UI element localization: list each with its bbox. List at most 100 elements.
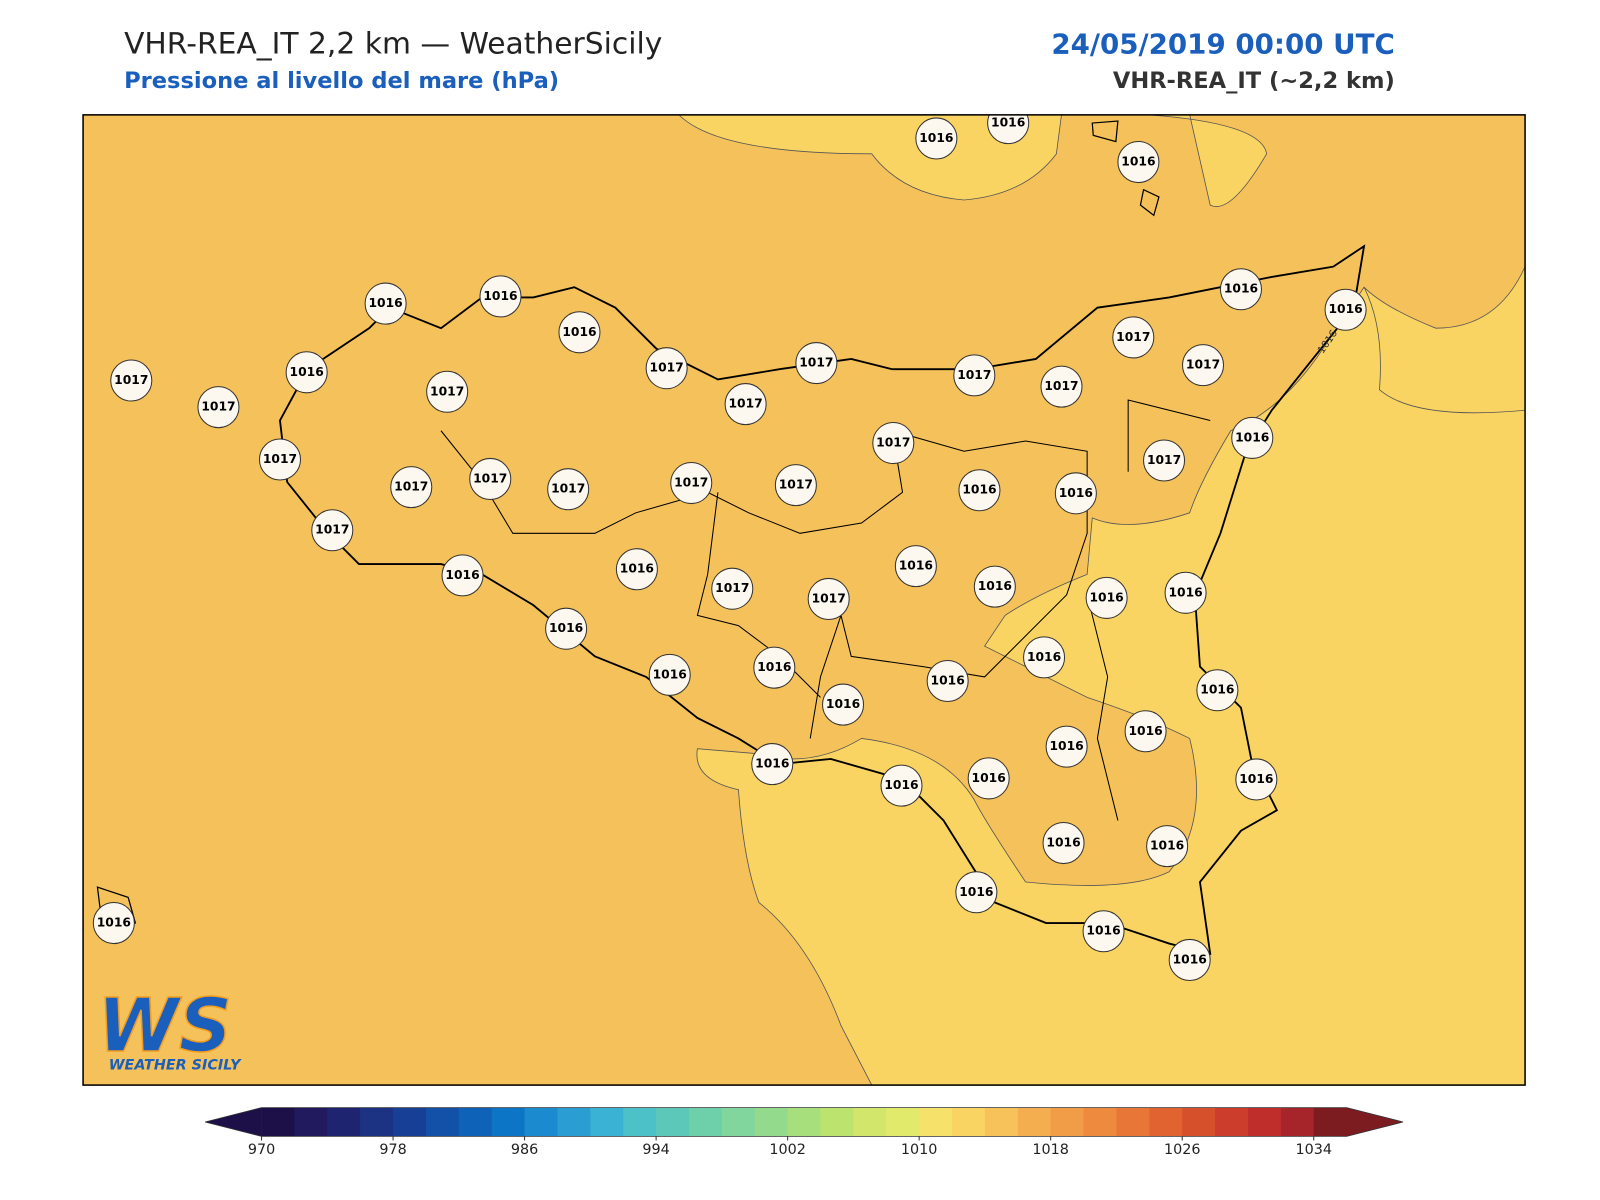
- station: 1016: [1164, 571, 1207, 614]
- station-value: 1016: [653, 667, 687, 681]
- station: 1017: [645, 347, 688, 390]
- colorbar-segment: [327, 1107, 361, 1137]
- colorbar-segment: [557, 1107, 591, 1137]
- station: 1016: [1085, 576, 1128, 619]
- station-marker: [915, 117, 958, 160]
- station: 1017: [795, 342, 838, 385]
- colorbar-segment: [1083, 1107, 1117, 1137]
- station-value: 1017: [812, 591, 846, 605]
- colorbar-segment: [1247, 1107, 1282, 1137]
- station-marker: [670, 462, 713, 505]
- station-marker: [1023, 636, 1066, 679]
- colorbar-outline: [205, 1107, 1404, 1137]
- station: 1016: [615, 548, 658, 591]
- station-value: 1016: [290, 365, 324, 379]
- station: 1017: [711, 567, 754, 610]
- province-borders: [440, 399, 1211, 821]
- colorbar-segment: [721, 1107, 756, 1137]
- model: VHR-REA_IT (~2,2 km): [1113, 68, 1395, 94]
- colorbar-segment: [623, 1107, 657, 1137]
- station-value: 1016: [369, 296, 403, 310]
- colorbar-segment: [360, 1107, 394, 1137]
- station-value: 1017: [394, 480, 428, 494]
- station-marker: [469, 457, 512, 500]
- colorbar-extend-high: [1346, 1107, 1404, 1137]
- station-value: 1016: [899, 559, 933, 573]
- station-value: 1016: [562, 325, 596, 339]
- station-value: 1016: [919, 131, 953, 145]
- station-marker: [197, 386, 240, 429]
- station-value: 1016: [962, 483, 996, 497]
- coastline: [279, 244, 1366, 956]
- station-value: 1016: [1121, 155, 1155, 169]
- station: 1016: [364, 282, 407, 325]
- station-marker: [926, 659, 969, 703]
- station-value: 1017: [201, 400, 235, 414]
- station-marker: [973, 565, 1016, 608]
- station-value: 1017: [114, 373, 148, 387]
- station-value: 1016: [1086, 924, 1120, 938]
- station-marker: [1112, 316, 1155, 359]
- colorbar-segment: [524, 1107, 558, 1137]
- station-marker: [1124, 710, 1167, 753]
- station-marker: [1235, 758, 1278, 801]
- station-marker: [1231, 416, 1274, 459]
- station-value: 1016: [1050, 739, 1084, 753]
- zone-light: [678, 114, 1062, 201]
- station-value: 1017: [263, 452, 297, 466]
- colorbar-segment: [425, 1107, 460, 1137]
- station-marker: [1164, 571, 1207, 614]
- station-value: 1016: [826, 697, 860, 711]
- colorbar-segment: [919, 1107, 953, 1137]
- station-marker: [1196, 669, 1239, 712]
- station: 1017: [1040, 365, 1083, 408]
- station-marker: [545, 607, 588, 650]
- station-marker: [1117, 141, 1160, 184]
- station-marker: [1324, 288, 1367, 331]
- station-marker: [807, 577, 850, 620]
- colorbar-segment: [1182, 1107, 1216, 1137]
- station-value: 1016: [549, 621, 583, 635]
- station: 1017: [670, 462, 713, 505]
- colorbar-segment: [1017, 1107, 1052, 1137]
- station-value: 1016: [483, 289, 517, 303]
- station: 1016: [1168, 938, 1211, 981]
- station-marker: [558, 311, 601, 354]
- station-value: 1016: [1046, 836, 1080, 850]
- station: 1017: [872, 422, 915, 465]
- station-value: 1016: [991, 116, 1025, 130]
- station: 1016: [1219, 268, 1263, 311]
- station-marker: [880, 764, 923, 807]
- station: 1017: [1182, 344, 1225, 387]
- station-value: 1017: [650, 361, 684, 375]
- colorbar-segment: [491, 1107, 526, 1137]
- station-value: 1017: [957, 368, 991, 382]
- station-marker: [1146, 825, 1189, 868]
- station-marker: [390, 466, 433, 509]
- station-value: 1016: [1200, 683, 1234, 697]
- station-marker: [426, 370, 469, 413]
- station-marker: [751, 743, 794, 786]
- station: 1017: [311, 509, 354, 552]
- station: 1016: [880, 764, 923, 807]
- station: 1016: [1196, 669, 1239, 712]
- logo-name: WEATHER SICILY: [109, 1058, 242, 1074]
- colorbar-segment: [393, 1107, 427, 1137]
- station-value: 1016: [1328, 302, 1362, 316]
- station-value: 1016: [1128, 724, 1162, 738]
- map-frame: [82, 114, 1526, 1086]
- colorbar-tick-label: 1034: [1295, 1142, 1332, 1158]
- station-marker: [958, 469, 1001, 512]
- station-marker: [894, 545, 937, 588]
- station: 1016: [973, 565, 1016, 608]
- station-marker: [258, 438, 302, 481]
- station-marker: [795, 342, 838, 385]
- station: 1016: [915, 117, 958, 160]
- station-value: 1017: [1186, 358, 1220, 372]
- station-marker: [987, 114, 1030, 145]
- station: 1017: [469, 457, 512, 500]
- station: 1016: [1042, 822, 1085, 865]
- station-value: 1016: [1173, 952, 1207, 966]
- station-marker: [615, 548, 658, 591]
- station-marker: [92, 902, 135, 945]
